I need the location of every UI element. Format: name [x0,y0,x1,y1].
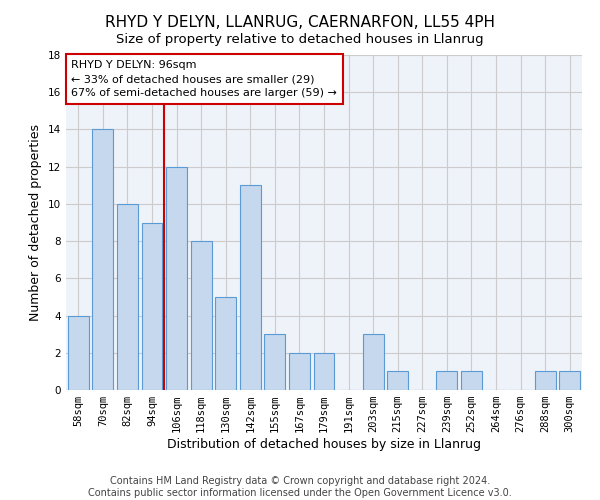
Bar [535,372,556,390]
Bar [265,334,286,390]
Bar [215,297,236,390]
Bar [191,241,212,390]
Bar [142,222,163,390]
Text: RHYD Y DELYN: 96sqm
← 33% of detached houses are smaller (29)
67% of semi-detach: RHYD Y DELYN: 96sqm ← 33% of detached ho… [71,60,337,98]
Bar [92,130,113,390]
Bar [387,372,408,390]
Text: Size of property relative to detached houses in Llanrug: Size of property relative to detached ho… [116,32,484,46]
Bar [461,372,482,390]
Bar [362,334,383,390]
Bar [240,186,261,390]
Y-axis label: Number of detached properties: Number of detached properties [29,124,43,321]
Text: Contains HM Land Registry data © Crown copyright and database right 2024.
Contai: Contains HM Land Registry data © Crown c… [88,476,512,498]
Text: RHYD Y DELYN, LLANRUG, CAERNARFON, LL55 4PH: RHYD Y DELYN, LLANRUG, CAERNARFON, LL55 … [105,15,495,30]
Bar [559,372,580,390]
Bar [166,166,187,390]
Bar [289,353,310,390]
X-axis label: Distribution of detached houses by size in Llanrug: Distribution of detached houses by size … [167,438,481,451]
Bar [436,372,457,390]
Bar [68,316,89,390]
Bar [314,353,334,390]
Bar [117,204,138,390]
